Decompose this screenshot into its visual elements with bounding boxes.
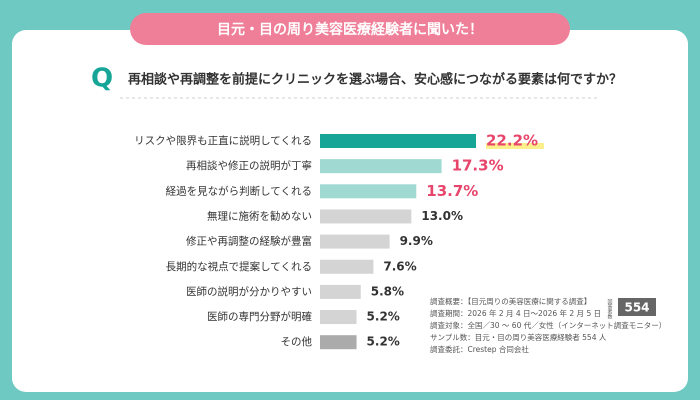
value-label: 5.2% <box>367 310 400 324</box>
bar <box>320 310 357 325</box>
value-label: 13.0% <box>421 209 463 223</box>
category-label: 再相談や修正の説明が丁寧 <box>186 159 312 172</box>
survey-note: 調査対象：全国／30 ～ 60 代／女性（インターネット調査モニター） <box>430 320 666 330</box>
respondents: 554 <box>624 301 649 315</box>
survey-note: サンプル数：目元・目の周り美容医療経験者 554 人 <box>430 332 607 342</box>
bar <box>320 284 361 299</box>
banner: 目元・目の周り美容医療経験者に聞いた！ <box>217 21 483 38</box>
bar <box>320 209 412 224</box>
bar <box>320 234 390 249</box>
category-label: 医師の説明が分かりやすい <box>186 285 312 298</box>
survey-notes: 調査概要：【目元周りの美容医療に関する調査】調査期間：2026 年 2 月 4 … <box>430 296 666 354</box>
q-mark: Q <box>91 64 113 94</box>
survey-note: 調査期間：2026 年 2 月 4 日～2026 年 2 月 5 日 <box>430 308 601 318</box>
value-label: 7.6% <box>383 259 416 273</box>
category-label: リスクや限界も正直に説明してくれる <box>134 134 312 147</box>
category-label: 修正や再調整の経験が豊富 <box>186 235 312 248</box>
highlight <box>486 143 544 149</box>
bar <box>320 134 476 148</box>
bar <box>320 184 417 199</box>
bar <box>320 335 357 350</box>
value-label: 17.3% <box>452 157 504 175</box>
banner-box <box>130 13 570 45</box>
value-label: 5.8% <box>371 284 404 298</box>
category-label: その他 <box>281 335 313 348</box>
respondents-box <box>618 298 656 316</box>
category-label: 医師の専門分野が明確 <box>207 310 312 323</box>
category-label: 無理に施術を勧めない <box>207 209 312 222</box>
survey-note: 調査概要：【目元周りの美容医療に関する調査】 <box>430 296 591 306</box>
category-label: 長期的な視点で提案してくれる <box>166 260 312 273</box>
respondents-label: 回答者数 <box>607 299 613 320</box>
bar <box>320 259 374 274</box>
value-label: 13.7% <box>426 182 478 200</box>
value-label: 9.9% <box>400 234 433 248</box>
question: 再相談や再調整を前提にクリニックを選ぶ場合、安心感につながる要素は何ですか？ <box>128 72 622 88</box>
category-label: 経過を見ながら判断してくれる <box>166 184 312 197</box>
value-label: 22.2% <box>486 132 538 150</box>
bar <box>320 159 442 174</box>
survey-note: 調査委託：Crestep 合同会社 <box>430 344 529 354</box>
value-label: 5.2% <box>367 335 400 349</box>
